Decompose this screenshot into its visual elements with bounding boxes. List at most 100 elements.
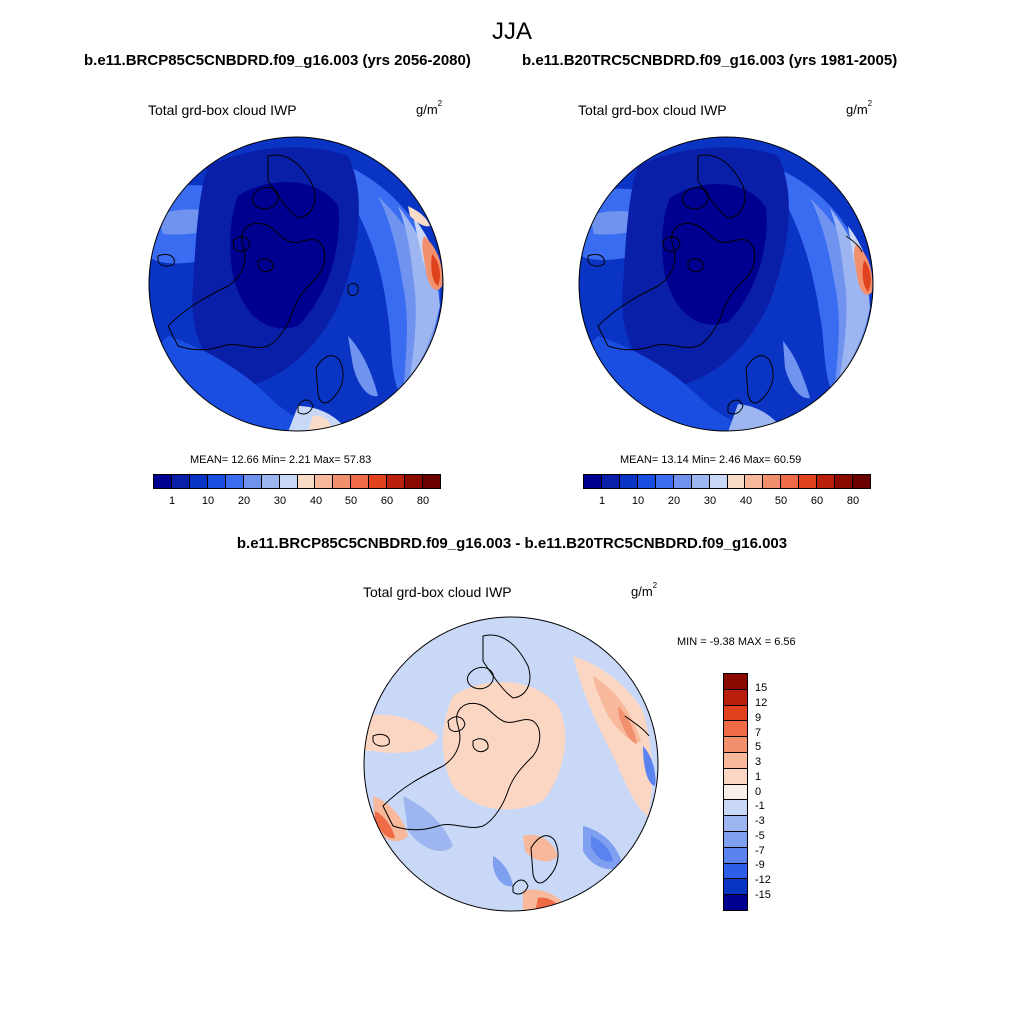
colorbar-swatch: [297, 475, 316, 488]
panel2-units-exp: 2: [867, 99, 873, 108]
panel2-colorbar-tick: 20: [667, 495, 681, 507]
panel1-colorbar-tick: 20: [237, 495, 251, 507]
difference-colorbar-tick: -7: [755, 845, 765, 857]
difference-colorbar-tick: -9: [755, 859, 765, 871]
difference-stats: MIN = -9.38 MAX = 6.56: [677, 636, 796, 648]
colorbar-swatch: [207, 475, 226, 488]
colorbar-swatch: [853, 475, 870, 488]
colorbar-swatch: [724, 689, 747, 706]
colorbar-swatch: [279, 475, 298, 488]
panel2-polar-map: [578, 136, 874, 432]
colorbar-swatch: [781, 475, 800, 488]
colorbar-swatch: [261, 475, 280, 488]
difference-polar-map: [363, 616, 659, 912]
colorbar-swatch: [154, 475, 172, 488]
colorbar-swatch: [799, 475, 818, 488]
colorbar-swatch: [315, 475, 334, 488]
panel1-units-base: g/m: [416, 102, 438, 117]
panel2-colorbar-tick: 10: [631, 495, 645, 507]
colorbar-swatch: [724, 847, 747, 864]
colorbar-swatch: [724, 705, 747, 722]
panel2-colorbar-tick: 30: [703, 495, 717, 507]
colorbar-swatch: [763, 475, 782, 488]
colorbar-swatch: [724, 879, 747, 896]
panel2-case-title: b.e11.B20TRC5CNBDRD.f09_g16.003 (yrs 198…: [522, 52, 898, 69]
difference-colorbar-tick: 15: [755, 682, 768, 694]
panel2-units-base: g/m: [846, 102, 868, 117]
panel2-colorbar-tick: 60: [810, 495, 824, 507]
difference-colorbar-tick: -12: [755, 874, 771, 886]
colorbar-swatch: [724, 768, 747, 785]
panel1-case-title: b.e11.BRCP85C5CNBDRD.f09_g16.003 (yrs 20…: [84, 52, 471, 69]
colorbar-swatch: [724, 895, 747, 910]
panel1-units-label: g/m2: [416, 99, 443, 117]
colorbar-swatch: [619, 475, 638, 488]
colorbar-swatch: [601, 475, 620, 488]
season-title: JJA: [491, 18, 532, 45]
colorbar-swatch: [243, 475, 262, 488]
panel2-colorbar-tick: 50: [774, 495, 788, 507]
colorbar-swatch: [724, 784, 747, 801]
colorbar-swatch: [745, 475, 764, 488]
colorbar-swatch: [333, 475, 352, 488]
colorbar-swatch: [387, 475, 406, 488]
colorbar-swatch: [709, 475, 728, 488]
panel1-units-exp: 2: [437, 99, 443, 108]
difference-colorbar-tick: 5: [755, 741, 762, 753]
colorbar-swatch: [691, 475, 710, 488]
panel1-colorbar-tick: 80: [416, 495, 430, 507]
colorbar-swatch: [673, 475, 692, 488]
difference-colorbar-tick: 7: [755, 727, 762, 739]
panel1-colorbar-tick: 50: [344, 495, 358, 507]
colorbar-swatch: [724, 831, 747, 848]
difference-title: b.e11.BRCP85C5CNBDRD.f09_g16.003 - b.e11…: [236, 535, 788, 552]
colorbar-swatch: [724, 752, 747, 769]
difference-colorbar-tick: 12: [755, 697, 768, 709]
colorbar-swatch: [724, 737, 747, 753]
difference-colorbar: [723, 673, 748, 911]
colorbar-swatch: [189, 475, 208, 488]
difference-units-label: g/m2: [631, 581, 658, 599]
colorbar-swatch: [724, 800, 747, 817]
panel2-colorbar-tick: 80: [846, 495, 860, 507]
panel1-polar-map: [148, 136, 444, 432]
panel1-colorbar: [153, 474, 441, 489]
difference-colorbar-tick: -1: [755, 800, 765, 812]
colorbar-swatch: [405, 475, 424, 488]
difference-colorbar-tick: -15: [755, 889, 771, 901]
difference-colorbar-tick: 3: [755, 756, 762, 768]
difference-colorbar-tick: -5: [755, 830, 765, 842]
panel2-colorbar-tick: 40: [739, 495, 753, 507]
colorbar-swatch: [637, 475, 656, 488]
panel1-variable-label: Total grd-box cloud IWP: [148, 102, 297, 118]
colorbar-swatch: [584, 475, 602, 488]
colorbar-swatch: [171, 475, 190, 488]
colorbar-swatch: [835, 475, 854, 488]
colorbar-swatch: [724, 674, 747, 690]
panel2-stats: MEAN= 13.14 Min= 2.46 Max= 60.59: [620, 454, 802, 466]
panel1-colorbar-tick: 1: [168, 495, 176, 507]
difference-variable-label: Total grd-box cloud IWP: [363, 584, 512, 600]
difference-colorbar-tick: 9: [755, 712, 762, 724]
colorbar-swatch: [724, 863, 747, 880]
panel2-units-label: g/m2: [846, 99, 873, 117]
colorbar-swatch: [423, 475, 440, 488]
colorbar-swatch: [369, 475, 388, 488]
panel2-variable-label: Total grd-box cloud IWP: [578, 102, 727, 118]
difference-units-exp: 2: [652, 581, 658, 590]
panel1-colorbar-tick: 10: [201, 495, 215, 507]
panel1-stats: MEAN= 12.66 Min= 2.21 Max= 57.83: [190, 454, 372, 466]
difference-colorbar-tick: -3: [755, 815, 765, 827]
colorbar-swatch: [225, 475, 244, 488]
colorbar-swatch: [727, 475, 746, 488]
difference-units-base: g/m: [631, 584, 653, 599]
panel2-colorbar-tick: 1: [598, 495, 606, 507]
difference-colorbar-tick: 0: [755, 786, 762, 798]
panel1-colorbar-tick: 30: [273, 495, 287, 507]
panel1-colorbar-tick: 40: [309, 495, 323, 507]
colorbar-swatch: [724, 721, 747, 738]
panel1-colorbar-tick: 60: [380, 495, 394, 507]
colorbar-swatch: [351, 475, 370, 488]
colorbar-swatch: [655, 475, 674, 488]
colorbar-swatch: [724, 816, 747, 832]
